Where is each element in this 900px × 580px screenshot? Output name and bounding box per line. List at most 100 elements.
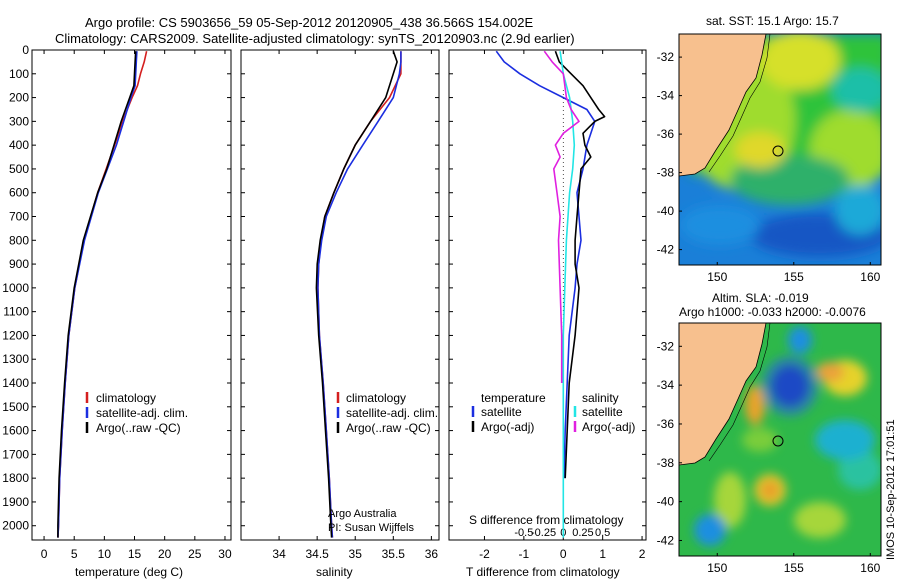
sla-map-title-line1: Altim. SLA: -0.019	[712, 291, 809, 305]
x-tick-label: 1	[599, 547, 606, 561]
y-tick-label: 300	[9, 114, 29, 128]
series-line-argo-raw-qc-	[315, 50, 398, 538]
sla-map-argo-marker	[772, 435, 784, 447]
y-tick-label: 1000	[2, 281, 29, 295]
sst-map-land	[679, 34, 767, 177]
legend-label-s-argo: Argo(-adj)	[582, 420, 635, 434]
x-tick-label: 35.5	[382, 547, 406, 561]
map-y-tick-label: -32	[657, 50, 675, 64]
legend-label-argo: Argo(..raw -QC)	[96, 421, 181, 435]
legend-header-salinity: salinity	[582, 391, 619, 405]
credit-text: IMOS 10-Sep-2012 17:01:51	[885, 419, 897, 560]
annotation-argo-australia: Argo Australia	[328, 508, 397, 520]
salinity-panel-frame	[240, 49, 440, 541]
y-tick-label: 1700	[2, 447, 29, 461]
x-tick-label: 10	[98, 547, 112, 561]
map-y-tick-label: -38	[657, 166, 675, 180]
x-tick-label: 30	[218, 547, 232, 561]
x-tick-label: 20	[158, 547, 172, 561]
map-y-tick-label: -40	[657, 204, 675, 218]
map-y-tick-label: -32	[657, 339, 675, 353]
y-tick-label: 1600	[2, 424, 29, 438]
y-tick-label: 1800	[2, 471, 29, 485]
y-tick-label: 1900	[2, 495, 29, 509]
map-x-tick-label: 150	[707, 270, 727, 284]
sst-map	[679, 34, 881, 265]
x-tick-label: 2	[639, 547, 646, 561]
temperature-panel-frame	[31, 49, 232, 541]
y-tick-label: 600	[9, 186, 29, 200]
sst-map-frame	[678, 33, 882, 266]
sla-map-frame	[678, 322, 882, 557]
y-tick-label: 1400	[2, 376, 29, 390]
y-tick-label: 1100	[3, 305, 29, 319]
y-tick-label: 900	[9, 257, 29, 271]
header-title-line1: Argo profile: CS 5903656_59 05-Sep-2012 …	[85, 15, 533, 30]
map-x-tick-label: 155	[784, 561, 804, 575]
x-tick-label: -2	[479, 547, 490, 561]
profile-lines-layer	[57, 50, 606, 538]
y-tick-label: 400	[9, 138, 29, 152]
map-x-tick-label: 150	[707, 561, 727, 575]
x-tick-label: 0	[41, 547, 48, 561]
legend-label-satellite: satellite-adj. clim.	[96, 406, 188, 420]
s-tick-label: -0.5	[514, 527, 533, 539]
x-tick-label: 36	[425, 547, 439, 561]
series-line-s-argo-adj-	[543, 50, 580, 383]
map-y-tick-label: -38	[657, 456, 675, 470]
legend-label-argo: Argo(..raw -QC)	[346, 421, 431, 435]
legend-label-s-satellite: satellite	[582, 405, 623, 419]
legend-label-t-satellite: satellite	[481, 405, 522, 419]
map-y-tick-label: -36	[657, 127, 675, 141]
sla-map	[679, 323, 881, 556]
x-tick-label: 5	[71, 547, 78, 561]
y-tick-label: 1300	[2, 352, 29, 366]
map-y-tick-label: -36	[657, 417, 675, 431]
s-difference-axis-label: S difference from climatology	[469, 513, 624, 527]
annotation-pi: PI: Susan Wijffels	[328, 522, 414, 534]
sst-map-argo-marker	[772, 145, 784, 157]
map-x-tick-label: 160	[860, 561, 880, 575]
axes-layer: 0100200300400500600700800900100011001200…	[2, 43, 646, 561]
legend-label-t-argo: Argo(-adj)	[481, 420, 534, 434]
y-tick-label: 2000	[2, 519, 29, 533]
legend-label-climatology: climatology	[346, 391, 406, 405]
sla-map-land	[679, 323, 767, 466]
salinity-legend: climatology satellite-adj. clim. Argo(..…	[336, 391, 438, 435]
temperature-axis-label: temperature (deg C)	[75, 565, 183, 579]
map-y-tick-label: -42	[657, 243, 675, 257]
y-tick-label: 800	[9, 233, 29, 247]
x-tick-label: 35	[349, 547, 363, 561]
y-tick-label: 100	[9, 67, 29, 81]
y-tick-label: 1200	[2, 328, 29, 342]
x-tick-label: 34.5	[305, 547, 329, 561]
y-tick-label: 500	[9, 162, 29, 176]
sla-map-title-line2: Argo h1000: -0.033 h2000: -0.0076	[679, 305, 866, 319]
series-line-t-argo-adj-	[554, 50, 606, 479]
map-x-tick-label: 160	[860, 270, 880, 284]
s-tick-label: -0.25	[531, 527, 556, 539]
x-tick-label: 25	[188, 547, 202, 561]
sst-map-title: sat. SST: 15.1 Argo: 15.7	[706, 14, 839, 28]
difference-panel-frame	[448, 49, 647, 541]
x-tick-label: 0	[560, 547, 567, 561]
map-axes-layer: 150 155 160 -32 -34 -36 -38 -40 -42 150 155 160 -32 -…	[657, 50, 881, 575]
difference-legend: temperature salinity satellite Argo(-adj…	[471, 391, 635, 434]
s-tick-label: 0.5	[595, 527, 610, 539]
map-y-tick-label: -42	[657, 533, 675, 547]
x-tick-label: 34	[272, 547, 286, 561]
map-y-tick-label: -34	[657, 89, 675, 103]
x-tick-label: -1	[519, 547, 530, 561]
salinity-axis-label: salinity	[316, 565, 353, 579]
legend-header-temperature: temperature	[481, 391, 546, 405]
x-tick-label: 15	[128, 547, 142, 561]
map-y-tick-label: -34	[657, 378, 675, 392]
temperature-legend: climatology satellite-adj. clim. Argo(..…	[85, 391, 188, 435]
y-tick-label: 700	[9, 210, 29, 224]
map-y-tick-label: -40	[657, 495, 675, 509]
y-tick-label: 0	[22, 43, 29, 57]
series-line-s-satellite	[559, 51, 576, 538]
y-tick-label: 200	[9, 91, 29, 105]
y-tick-label: 1500	[2, 400, 29, 414]
